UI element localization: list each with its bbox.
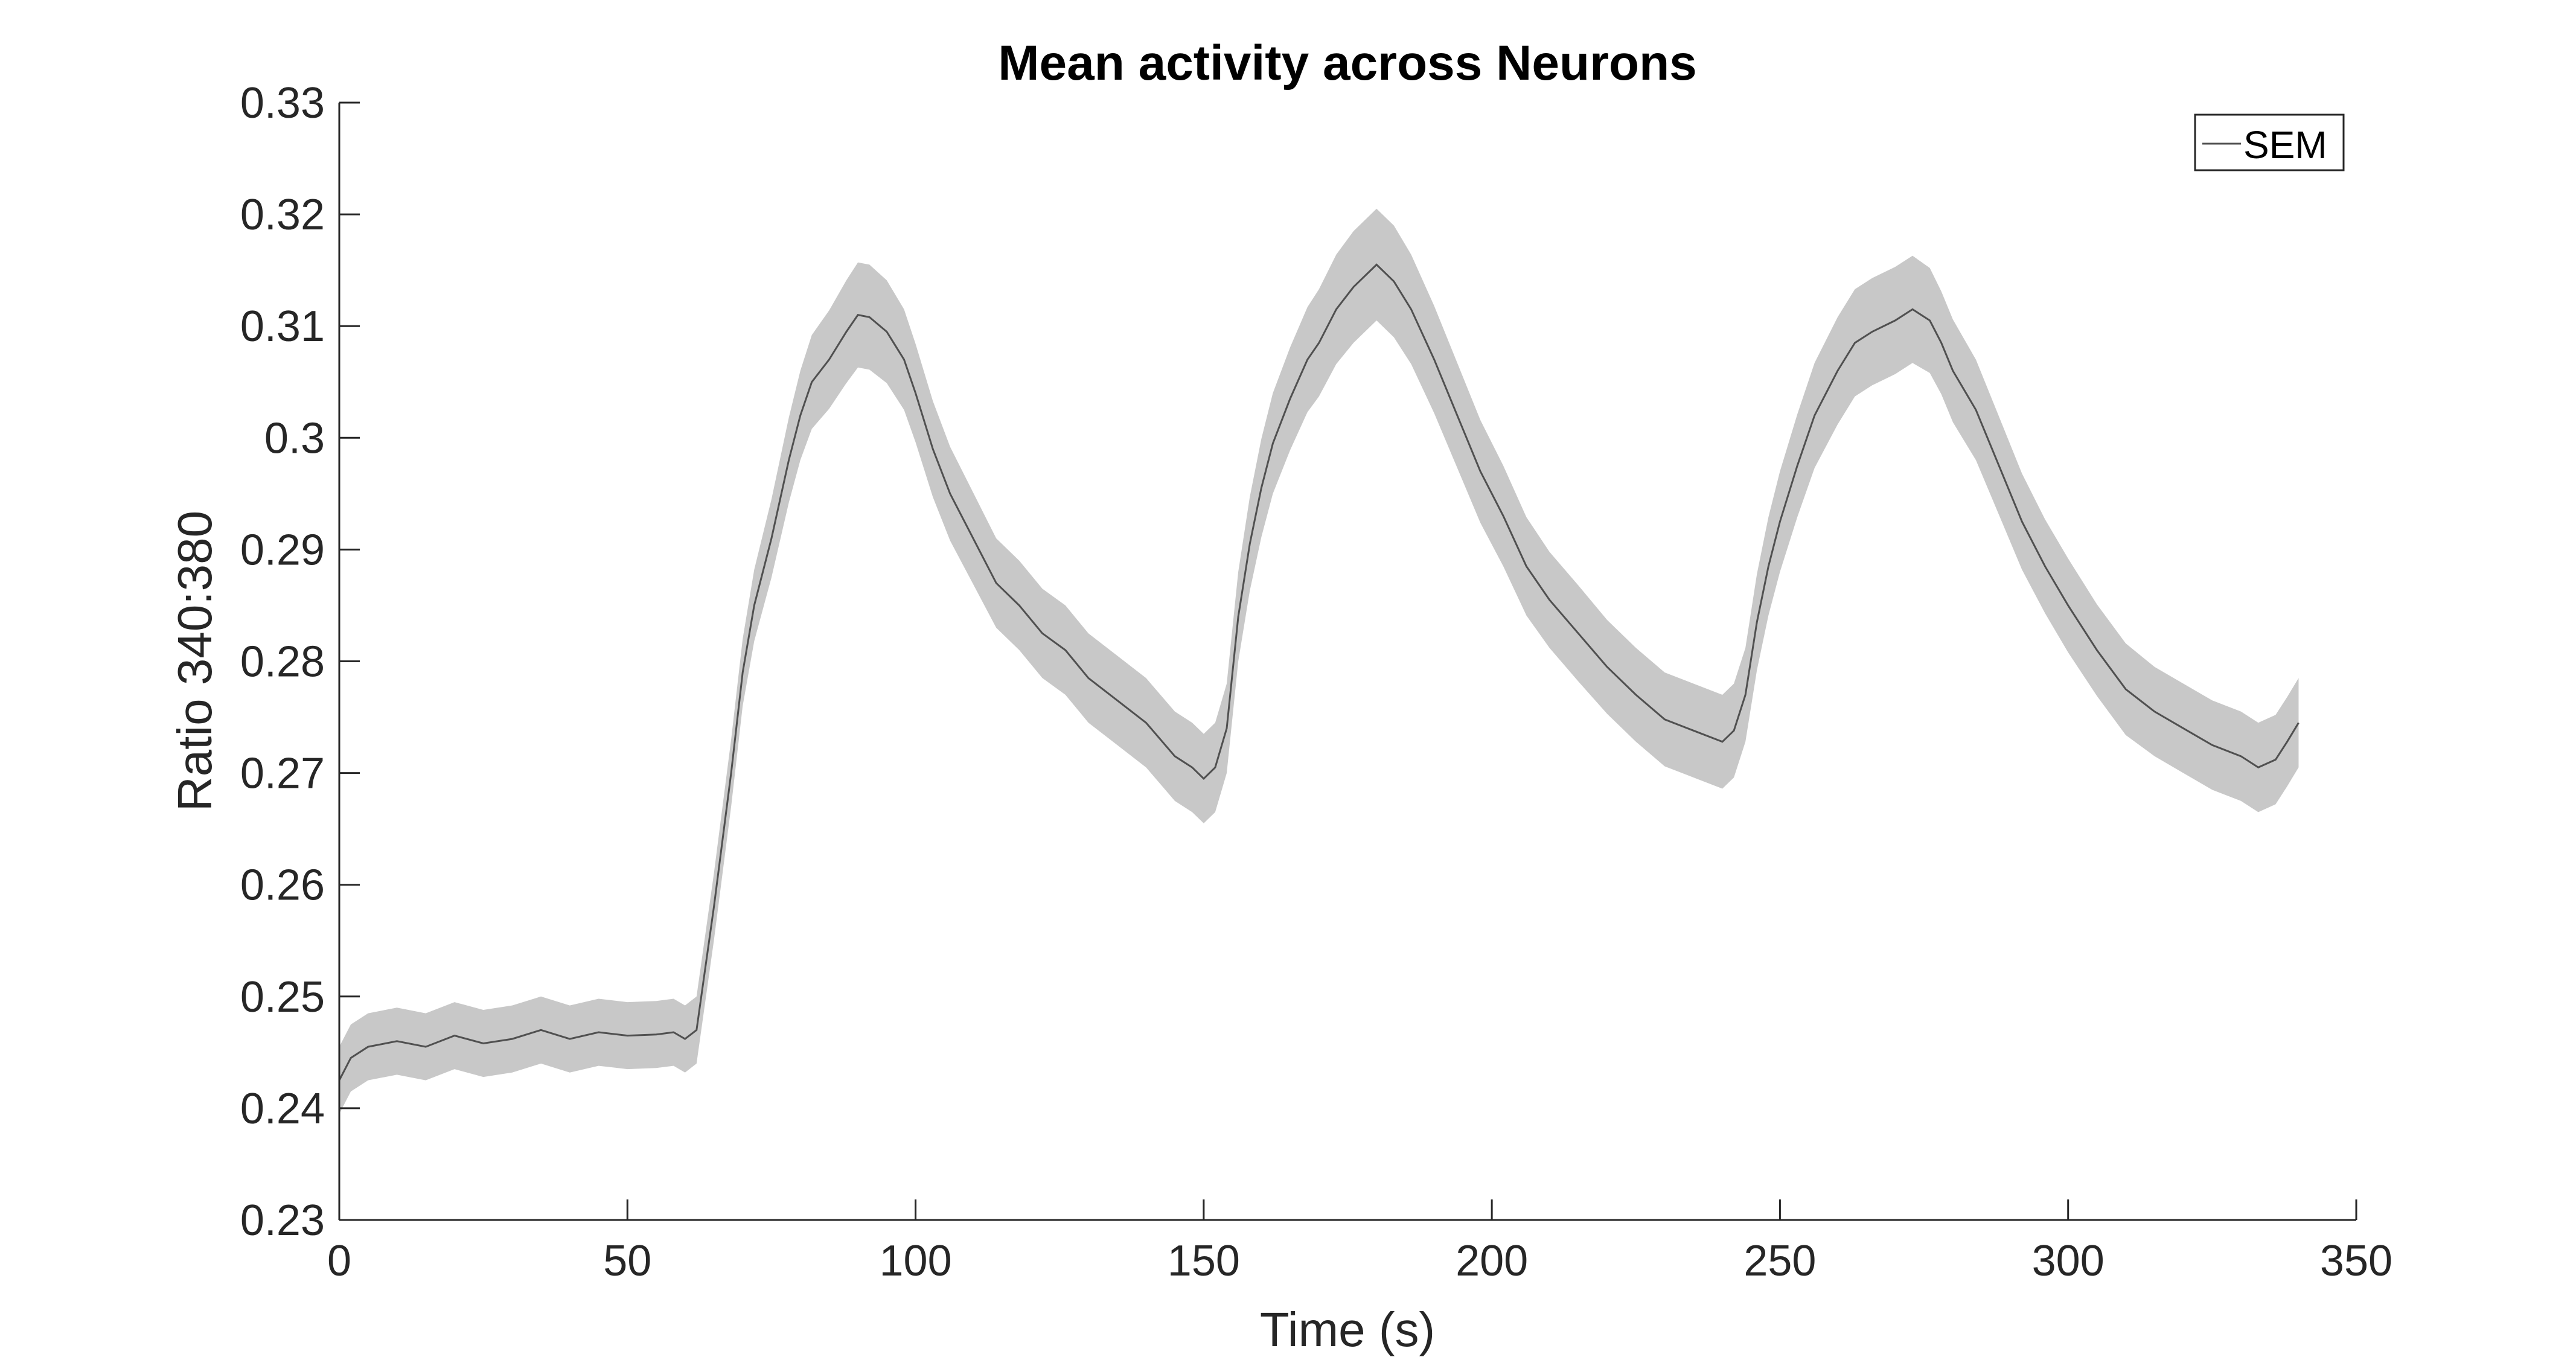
x-tick-label: 50 (603, 1237, 651, 1285)
axes: 0 50 100 150 200 250 300 350 0.230.240.250.260.… (240, 79, 2392, 1285)
y-tick-label: 0.33 (240, 79, 325, 127)
x-axis-label: Time (s) (1260, 1303, 1435, 1356)
y-tick-label: 0.32 (240, 191, 325, 239)
x-ticks: 0 50 100 150 200 250 300 350 (327, 1199, 2392, 1285)
legend-label: SEM (2243, 123, 2327, 167)
y-tick-label: 0.26 (240, 861, 325, 910)
legend-box (2194, 113, 2345, 171)
x-tick-label: 100 (880, 1237, 952, 1285)
y-tick-label: 0.3 (264, 414, 325, 462)
y-tick-label: 0.28 (240, 638, 325, 686)
mean-line (338, 263, 2300, 1081)
x-tick-label: 0 (327, 1237, 351, 1285)
x-tick-label: 150 (1168, 1237, 1240, 1285)
x-tick-label: 200 (1456, 1237, 1528, 1285)
y-tick-label: 0.31 (240, 302, 325, 351)
x-tick-label: 250 (1743, 1237, 1816, 1285)
x-tick-label: 350 (2320, 1237, 2392, 1285)
chart-title: Mean activity across Neurons (998, 36, 1697, 91)
y-tick-label: 0.25 (240, 973, 325, 1021)
y-tick-label: 0.24 (240, 1085, 325, 1133)
y-tick-label: 0.23 (240, 1196, 325, 1245)
y-tick-label: 0.27 (240, 750, 325, 798)
y-axis-label: Ratio 340:380 (168, 511, 222, 811)
y-tick-label: 0.29 (240, 526, 325, 574)
x-tick-label: 300 (2032, 1237, 2105, 1285)
plot-area (338, 208, 2300, 1114)
y-ticks: 0.23 0.24 0.25 0.26 0.27 0.28 0.29 0.3 0.31 0.32 0… (240, 79, 360, 1245)
legend: SEM (2194, 113, 2345, 171)
